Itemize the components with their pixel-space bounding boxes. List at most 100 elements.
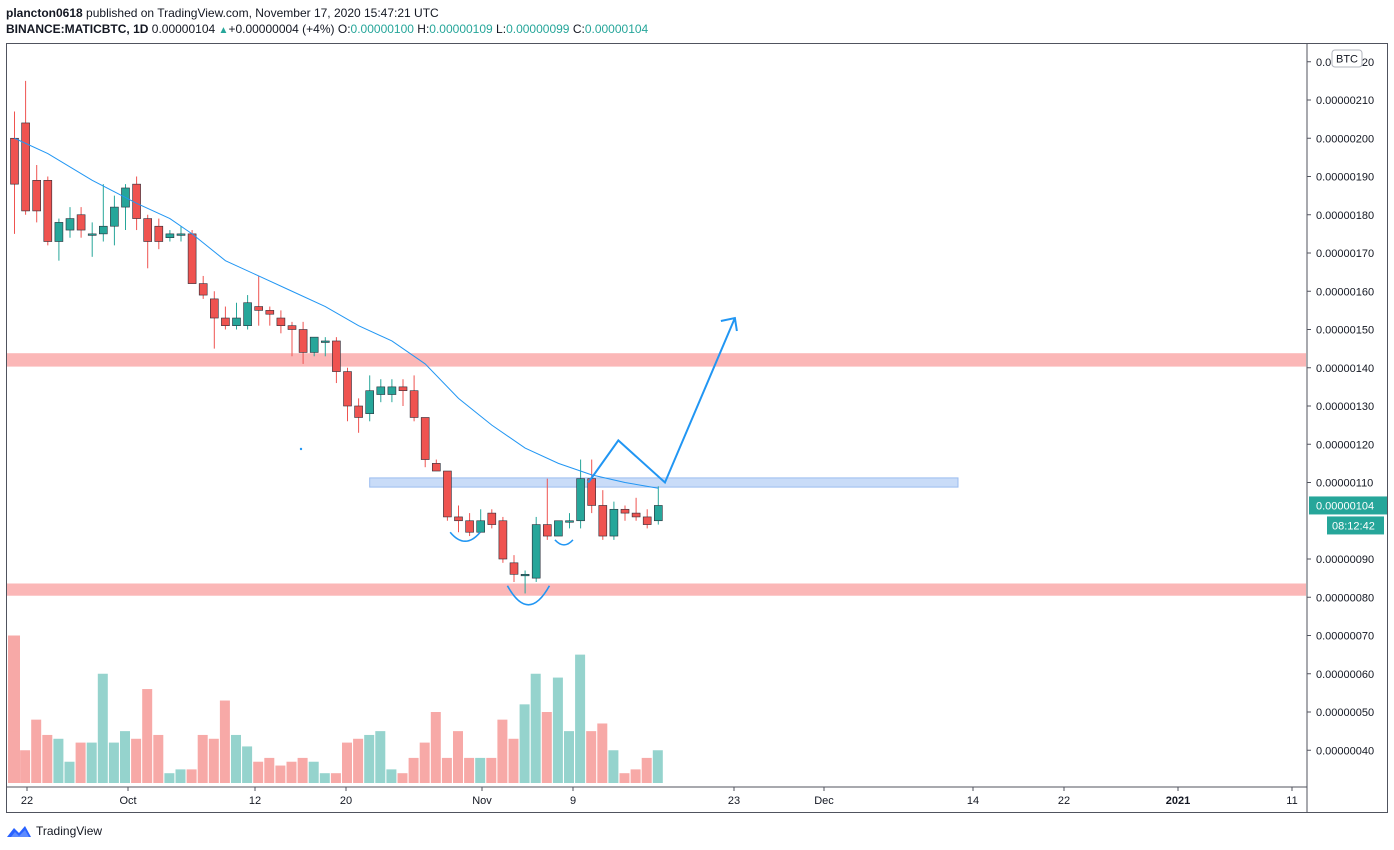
candle <box>309 336 319 357</box>
author-name: plancton0618 <box>6 6 83 20</box>
time-label: 14 <box>967 795 979 807</box>
drawings-layer <box>299 316 738 606</box>
stray-dot <box>299 447 303 451</box>
left-shoulder-mark <box>449 531 481 543</box>
candle <box>420 417 430 468</box>
candle <box>210 291 219 349</box>
candle <box>154 218 164 250</box>
symbol-label: BINANCE:MATICBTC, 1D <box>6 22 149 36</box>
volume-bar <box>652 750 663 783</box>
candle-body <box>631 512 641 518</box>
candle-body <box>620 508 630 514</box>
price-label: 0.00000180 <box>1316 210 1374 222</box>
candle-body <box>542 524 552 537</box>
footer-brand[interactable]: TradingView <box>6 822 102 840</box>
candle <box>354 398 363 433</box>
candle-body <box>154 225 164 242</box>
price-label: 0.00000150 <box>1316 325 1374 337</box>
candle-body <box>476 520 486 533</box>
volume-bar <box>364 734 375 783</box>
brand-label: TradingView <box>36 824 103 838</box>
candle <box>398 379 408 406</box>
volume-bar <box>619 773 630 783</box>
volume-bar <box>264 757 275 783</box>
candle <box>254 275 263 326</box>
projection-path <box>587 317 736 485</box>
time-label: 20 <box>340 795 352 807</box>
candle <box>498 516 508 563</box>
candles-layer <box>10 80 663 594</box>
volume-bar <box>186 769 197 783</box>
candle-body <box>32 180 42 212</box>
candle-body <box>576 478 585 522</box>
volume-bar <box>64 761 75 783</box>
candle-body <box>210 298 219 319</box>
candle-body <box>454 516 463 522</box>
volume-bar <box>286 761 297 783</box>
candle <box>620 505 630 521</box>
candle-body <box>598 505 608 537</box>
candle-body <box>498 520 508 560</box>
candle <box>631 497 641 521</box>
candle <box>332 337 341 384</box>
candle-body <box>54 222 64 242</box>
candle-body <box>420 417 430 460</box>
candle-body <box>165 233 175 239</box>
time-axis[interactable]: 22 Oct 12 20 Nov 9 23 Dec 14 22 2021 11 <box>7 786 1307 807</box>
right-shoulder-mark <box>554 539 574 546</box>
volume-bar <box>175 769 186 783</box>
volume-bar <box>441 757 452 783</box>
candle-body <box>409 390 419 418</box>
candle <box>65 207 75 238</box>
candle <box>287 321 297 357</box>
candle-body <box>554 520 563 537</box>
price-label: 0.00000110 <box>1316 478 1373 490</box>
candle <box>642 509 652 529</box>
candle <box>232 302 241 330</box>
candle <box>54 218 64 261</box>
candle-body <box>221 317 230 326</box>
candle-body <box>243 302 252 326</box>
candle-body <box>276 317 286 326</box>
volume-bar <box>564 731 574 783</box>
low-label: L: <box>496 22 507 36</box>
candle <box>387 379 397 403</box>
volume-bar <box>586 731 597 783</box>
volume-bar <box>608 750 619 783</box>
volume-bar <box>253 761 264 783</box>
volume-bar <box>575 654 586 783</box>
volume-bar <box>419 742 430 783</box>
price-axis[interactable]: 0.000002200.000002100.000002000.00000190… <box>1306 44 1387 812</box>
candle <box>143 214 152 269</box>
arrow-head <box>720 316 738 332</box>
volume-bar <box>108 742 119 783</box>
candle-body <box>365 390 375 414</box>
candle-body <box>232 317 241 326</box>
last-price: 0.00000104 <box>151 22 216 36</box>
candle-body <box>309 336 319 353</box>
volume-bar <box>120 731 130 783</box>
candle-body <box>609 508 619 537</box>
volume-bar <box>430 712 441 783</box>
candle-body <box>265 310 275 315</box>
candle-body <box>298 329 308 353</box>
volume-bar <box>641 757 652 783</box>
open-value: 0.00000100 <box>350 22 414 36</box>
price-label: 0.00000080 <box>1316 592 1374 604</box>
volume-bar <box>131 738 142 783</box>
candle <box>542 478 552 540</box>
volume-bar <box>541 712 552 783</box>
candle-body <box>320 340 330 343</box>
candle <box>598 490 608 540</box>
time-label: 9 <box>570 795 576 807</box>
candle <box>298 321 308 364</box>
candle-body <box>332 340 341 372</box>
currency-badge-label: BTC <box>1336 54 1358 66</box>
time-label: 2021 <box>1166 795 1190 807</box>
volume-bar <box>20 750 31 783</box>
candle-body <box>520 573 530 577</box>
volume-bar <box>519 704 530 783</box>
published-text: published on TradingView.com, November 1… <box>86 6 439 20</box>
candle <box>176 226 186 242</box>
